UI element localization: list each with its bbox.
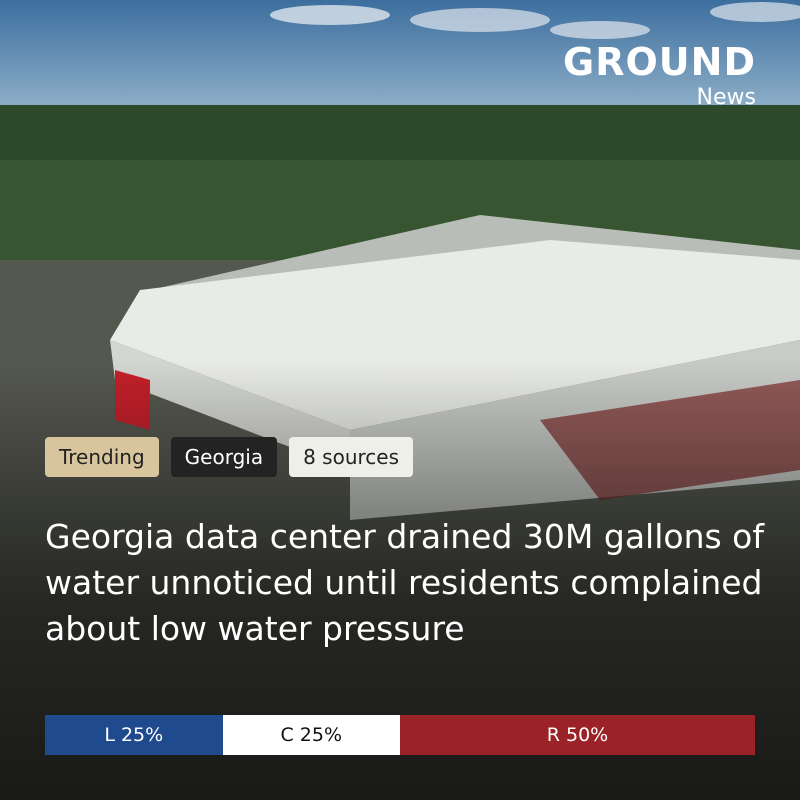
tag: Georgia <box>170 437 278 477</box>
tag-list: Trending Georgia 8 sources <box>45 437 414 477</box>
brand-logo: GROUND News <box>563 40 756 110</box>
bias-segment: R 50% <box>400 715 755 755</box>
bias-label: R 50% <box>546 724 609 746</box>
tag: 8 sources <box>289 437 414 477</box>
bias-bar: L 25% C 25% R 50% <box>45 715 755 755</box>
bias-segment: L 25% <box>45 715 223 755</box>
headline: Georgia data center drained 30M gallons … <box>45 517 764 648</box>
bias-label: L 25% <box>104 724 164 746</box>
brand-name: GROUND <box>563 40 756 84</box>
bias-segment: C 25% <box>222 715 400 755</box>
brand-sub: News <box>696 85 756 110</box>
bias-label: C 25% <box>280 724 343 746</box>
tag: Trending <box>45 437 159 477</box>
